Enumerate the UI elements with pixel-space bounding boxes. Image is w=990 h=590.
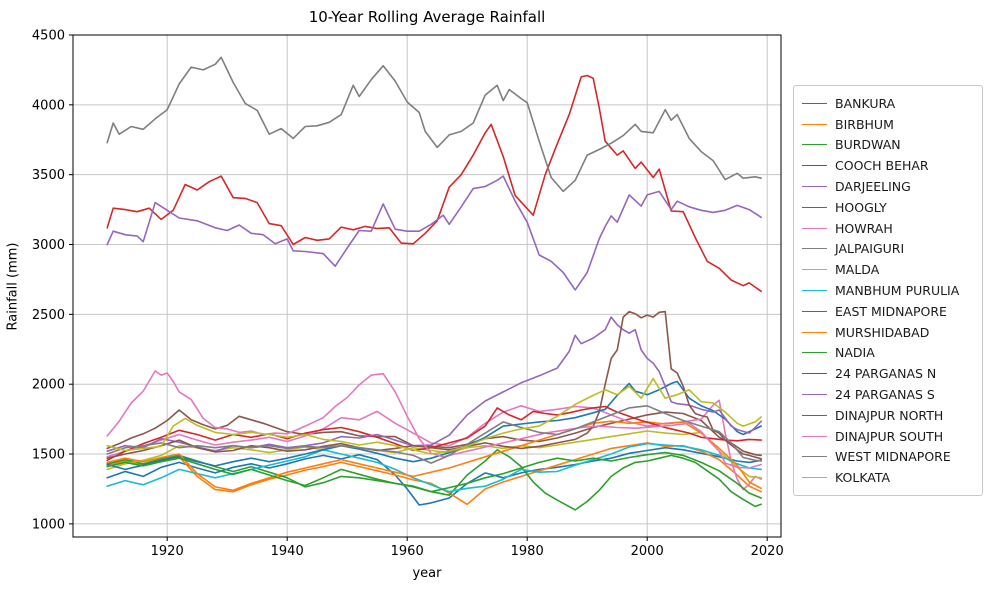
legend-item: COOCH BEHAR bbox=[802, 155, 974, 176]
legend-label: DINAJPUR SOUTH bbox=[835, 428, 944, 444]
legend-line-swatch bbox=[802, 394, 827, 396]
legend-item: HOWRAH bbox=[802, 218, 974, 239]
legend: BANKURA BIRBHUM BURDWAN COOCH BEHAR DARJEELI… bbox=[793, 85, 983, 497]
legend-item: JALPAIGURI bbox=[802, 239, 974, 260]
legend-item: KOLKATA bbox=[802, 467, 974, 488]
legend-item: BIRBHUM bbox=[802, 114, 974, 135]
axes-spines bbox=[72, 34, 782, 538]
y-tick-label: 4000 bbox=[32, 98, 65, 113]
legend-label: MALDA bbox=[835, 262, 880, 278]
legend-label: DINAJPUR NORTH bbox=[835, 407, 944, 423]
y-tick-label: 1000 bbox=[32, 517, 65, 532]
series-line-cooch-behar bbox=[106, 74, 763, 293]
legend-item: EAST MIDNAPORE bbox=[802, 301, 974, 322]
legend-line-swatch bbox=[802, 102, 827, 104]
legend-label: MANBHUM PURULIA bbox=[835, 283, 960, 299]
legend-line-swatch bbox=[802, 123, 827, 125]
series-line-dinajpur-south bbox=[106, 370, 763, 469]
chart-title: 10-Year Rolling Average Rainfall bbox=[308, 8, 546, 26]
legend-item: DARJEELING bbox=[802, 176, 974, 197]
legend-item: DINAJPUR NORTH bbox=[802, 405, 974, 426]
legend-item: DINAJPUR SOUTH bbox=[802, 426, 974, 447]
legend-line-swatch bbox=[802, 290, 827, 292]
legend-line-swatch bbox=[802, 373, 827, 375]
legend-label: COOCH BEHAR bbox=[835, 158, 929, 174]
legend-line-swatch bbox=[802, 435, 827, 437]
legend-line-swatch bbox=[802, 352, 827, 354]
series-line-24-parganas-n bbox=[106, 405, 763, 462]
legend-label: MURSHIDABAD bbox=[835, 324, 930, 340]
legend-label: DARJEELING bbox=[835, 179, 911, 195]
y-tick-label: 2000 bbox=[32, 378, 65, 393]
legend-item: NADIA bbox=[802, 343, 974, 364]
y-tick-label: 2500 bbox=[32, 308, 65, 323]
legend-line-swatch bbox=[802, 186, 827, 188]
legend-item: 24 PARGANAS N bbox=[802, 363, 974, 384]
y-axis-label: Rainfall (mm) bbox=[5, 242, 21, 331]
legend-item: HOOGLY bbox=[802, 197, 974, 218]
legend-line-swatch bbox=[802, 227, 827, 229]
legend-label: HOOGLY bbox=[835, 199, 887, 215]
legend-line-swatch bbox=[802, 269, 827, 271]
legend-label: 24 PARGANAS S bbox=[835, 387, 935, 403]
x-axis-label: year bbox=[412, 566, 442, 581]
legend-line-swatch bbox=[802, 165, 827, 167]
legend-line-swatch bbox=[802, 248, 827, 250]
legend-item: 24 PARGANAS S bbox=[802, 384, 974, 405]
series-line-jalpaiguri bbox=[106, 56, 763, 193]
x-tick-label: 1960 bbox=[391, 544, 424, 559]
series-line-manbhum-purulia bbox=[106, 442, 763, 493]
legend-item: BANKURA bbox=[802, 93, 974, 114]
legend-label: KOLKATA bbox=[835, 470, 891, 486]
series-line-bankura bbox=[106, 446, 763, 506]
x-tick-label: 2000 bbox=[631, 544, 664, 559]
y-tick-label: 1500 bbox=[32, 448, 65, 463]
y-tick-label: 3500 bbox=[32, 168, 65, 183]
legend-label: JALPAIGURI bbox=[835, 241, 905, 257]
series-line-darjeeling bbox=[106, 175, 763, 291]
series-line-burdwan bbox=[106, 448, 763, 511]
legend-label: 24 PARGANAS N bbox=[835, 366, 937, 382]
legend-line-swatch bbox=[802, 477, 827, 479]
legend-label: BURDWAN bbox=[835, 137, 901, 153]
y-tick-label: 3000 bbox=[32, 238, 65, 253]
legend-label: BIRBHUM bbox=[835, 116, 894, 132]
series-line-west-midnapore bbox=[106, 404, 763, 464]
y-tick-label: 4500 bbox=[32, 29, 65, 44]
series-line-nadia bbox=[106, 451, 763, 499]
legend-line-swatch bbox=[802, 456, 827, 458]
legend-line-swatch bbox=[802, 331, 827, 333]
legend-label: WEST MIDNAPORE bbox=[835, 449, 951, 465]
legend-line-swatch bbox=[802, 206, 827, 208]
legend-label: NADIA bbox=[835, 345, 875, 361]
legend-label: BANKURA bbox=[835, 95, 896, 111]
legend-line-swatch bbox=[802, 144, 827, 146]
x-tick-label: 2020 bbox=[751, 544, 784, 559]
legend-item: MANBHUM PURULIA bbox=[802, 280, 974, 301]
legend-item: MURSHIDABAD bbox=[802, 322, 974, 343]
legend-item: MALDA bbox=[802, 259, 974, 280]
x-tick-label: 1980 bbox=[511, 544, 544, 559]
series-line-howrah bbox=[106, 399, 763, 491]
series-line-murshidabad bbox=[106, 420, 763, 492]
x-tick-label: 1940 bbox=[271, 544, 304, 559]
legend-label: EAST MIDNAPORE bbox=[835, 303, 947, 319]
legend-line-swatch bbox=[802, 310, 827, 312]
legend-item: BURDWAN bbox=[802, 135, 974, 156]
series-line-kolkata bbox=[106, 377, 763, 455]
legend-label: HOWRAH bbox=[835, 220, 893, 236]
legend-item: WEST MIDNAPORE bbox=[802, 447, 974, 468]
series-line-east-midnapore bbox=[106, 380, 763, 471]
x-tick-label: 1920 bbox=[151, 544, 184, 559]
legend-line-swatch bbox=[802, 414, 827, 416]
